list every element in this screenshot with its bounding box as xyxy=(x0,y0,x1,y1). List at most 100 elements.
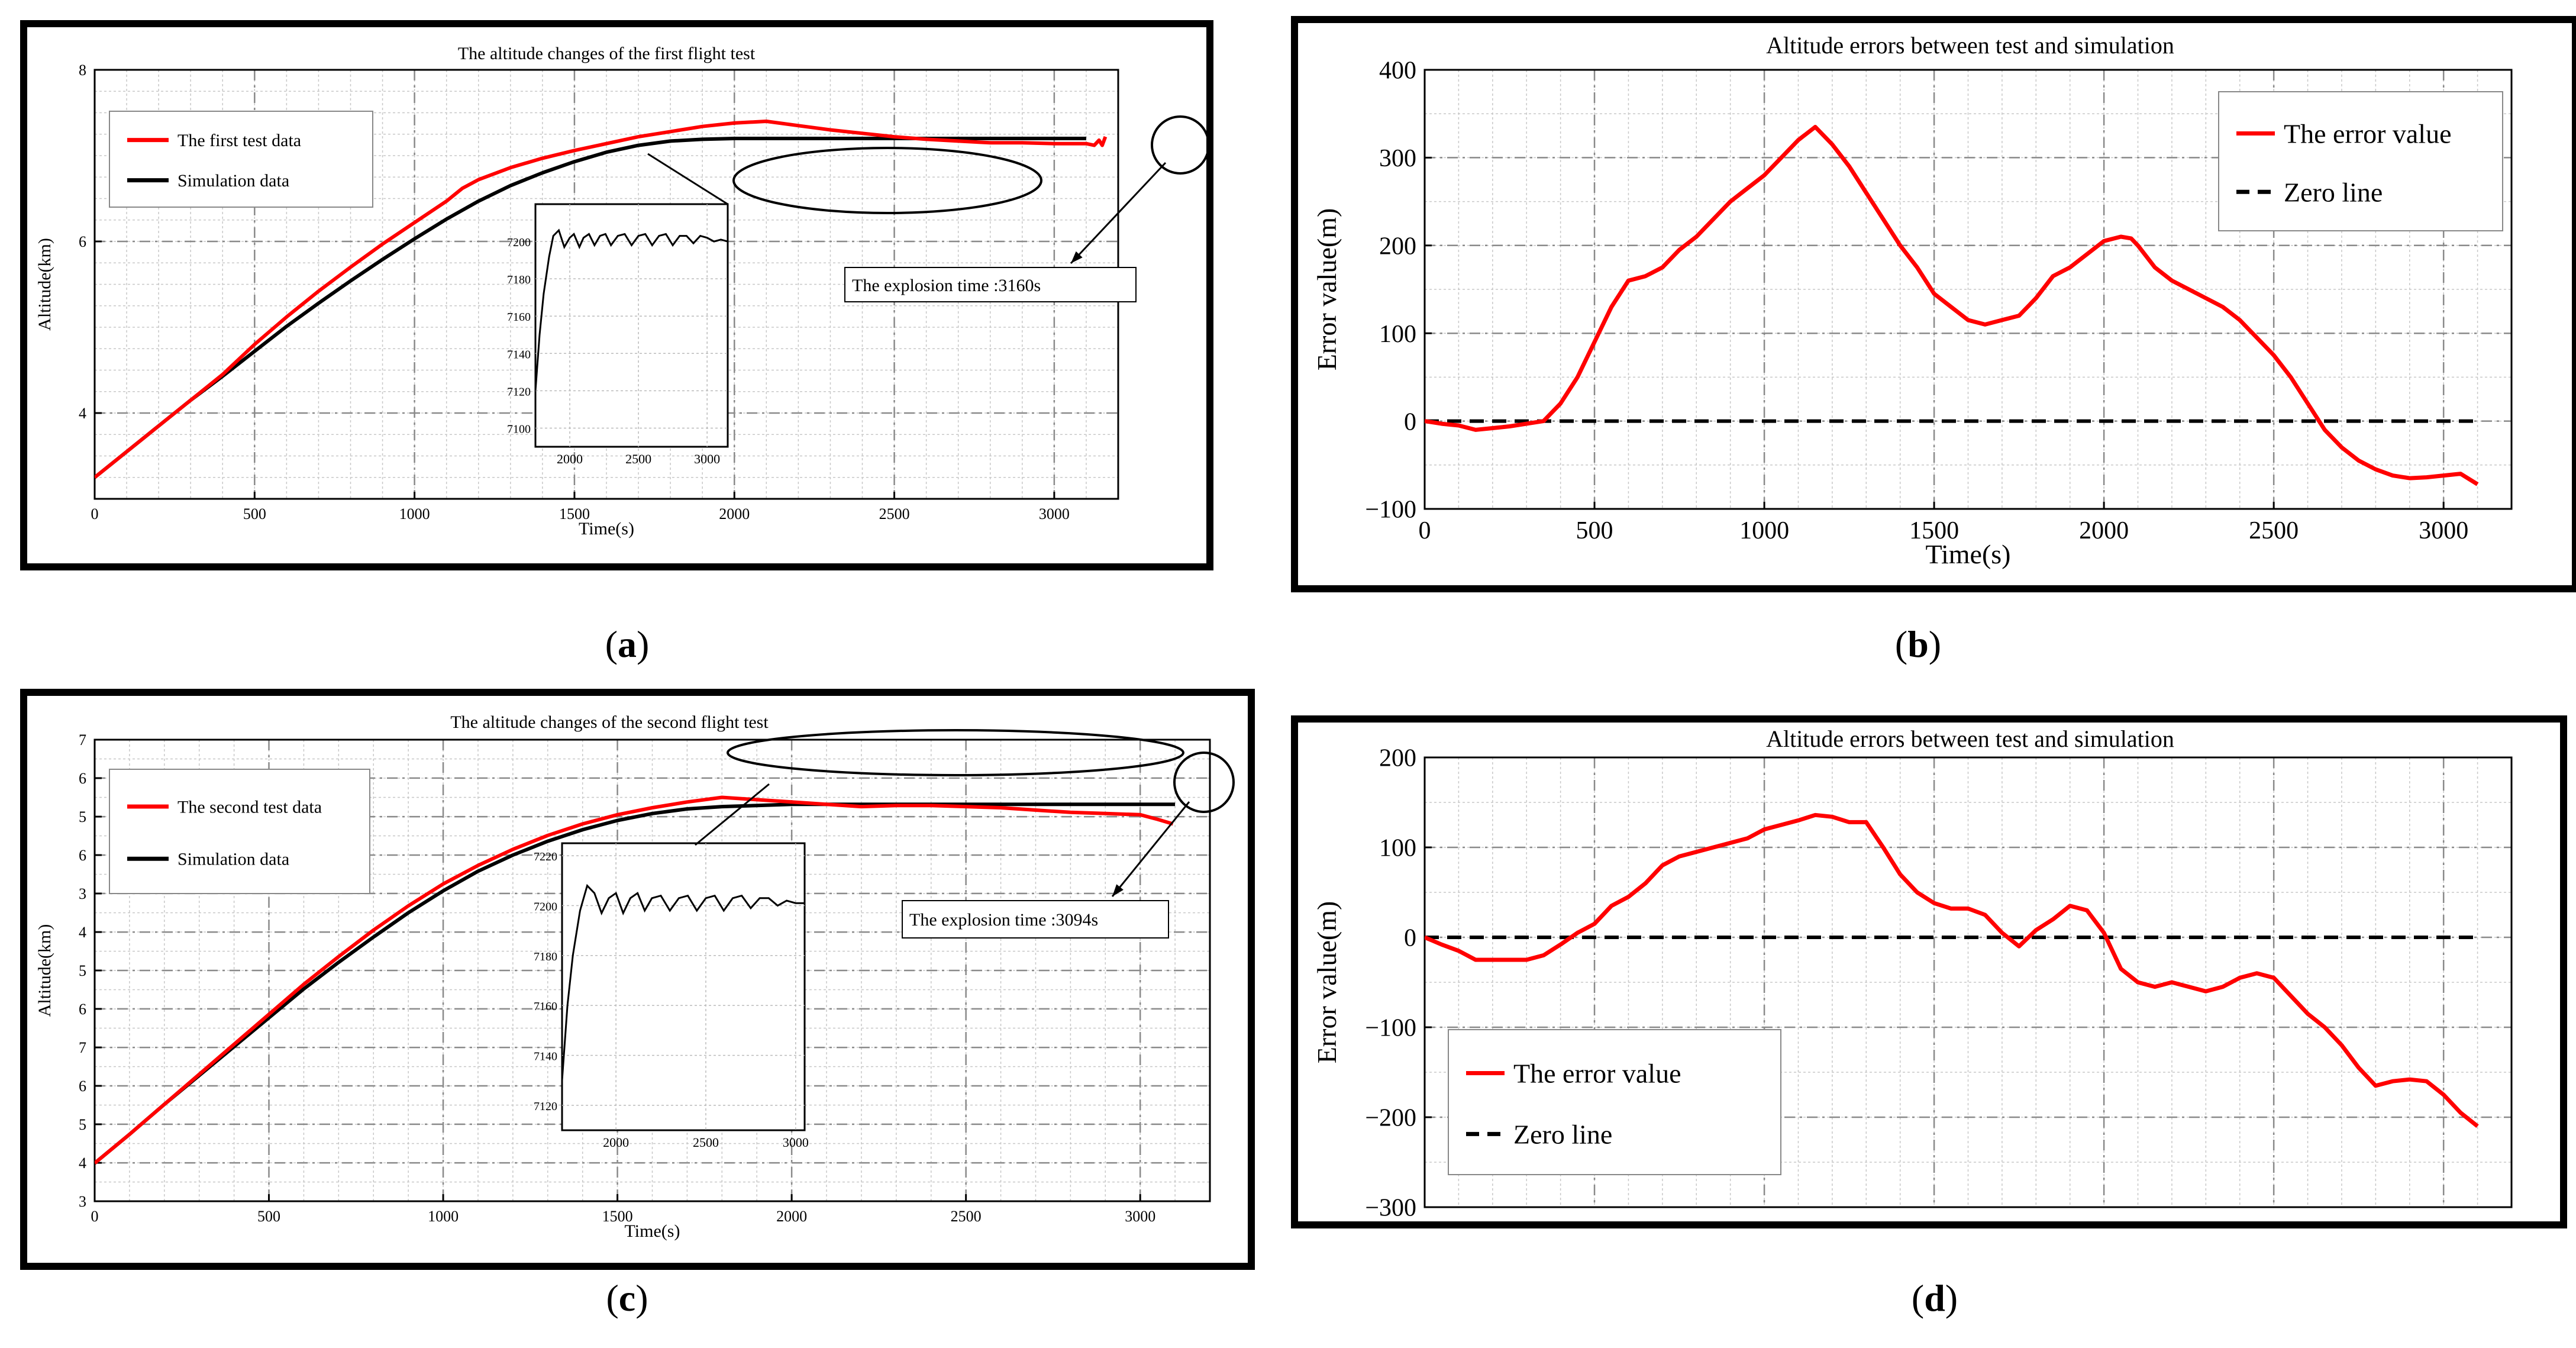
y-tick-label: 200 xyxy=(1379,233,1416,260)
x-tick-label: 500 xyxy=(257,1208,280,1225)
legend-box xyxy=(2218,91,2503,231)
legend-box xyxy=(109,111,373,208)
y-tick-label: 400 xyxy=(1379,57,1416,85)
x-tick-label: 2500 xyxy=(2249,517,2299,544)
y-tick-label: 5 xyxy=(79,808,86,825)
x-tick-label: 3000 xyxy=(1039,505,1070,523)
x-tick-label: 1000 xyxy=(428,1208,459,1225)
legend-box xyxy=(109,769,370,894)
explosion-arrow-head xyxy=(1071,251,1083,263)
series-group xyxy=(1425,812,2479,1128)
y-tick-label: −300 xyxy=(1365,1195,1416,1222)
series-line-the-error-value xyxy=(1425,812,2479,1128)
chart-panel-a: 0 500 1000 1500 2000 2500 3000 4 6 8 The altitude … xyxy=(20,20,1213,570)
inset-x-tick-label: 3000 xyxy=(694,452,720,466)
x-tick-label: 3000 xyxy=(2419,517,2468,544)
inset-grid xyxy=(562,843,805,1130)
y-tick-label: 6 xyxy=(79,233,86,250)
x-tick-label: 500 xyxy=(1576,517,1613,544)
panel-label-close: ) xyxy=(1929,623,1941,665)
panel-label-close: ) xyxy=(637,623,649,665)
inset-chart: 2000 2500 3000 7100 7120 7140 7160 7180 7200 xyxy=(507,203,729,466)
x-tick-label: 0 xyxy=(1419,517,1431,544)
y-tick-label: 6 xyxy=(79,847,86,864)
inset-x-tick-label: 2500 xyxy=(693,1135,719,1150)
y-tick-label: 5 xyxy=(79,962,86,979)
x-tick-label: 0 xyxy=(91,1208,99,1225)
legend-box xyxy=(1448,1029,1781,1175)
y-tick-label: 100 xyxy=(1379,835,1416,862)
series-line-the-second-test-data xyxy=(95,795,1174,1165)
y-axis-label: Altitude(km) xyxy=(35,238,54,331)
tick-labels: 0 500 1000 1500 2000 2500 3000 3 4 5 6 7 6 5 4 3 6 5 6 7 xyxy=(79,731,1155,1225)
zoom-arrow xyxy=(695,783,770,846)
inset-chart: 2000 2500 3000 7120 7140 7160 7180 7200 7220 xyxy=(534,842,809,1150)
panel-label-letter: c xyxy=(619,1277,635,1319)
chart-title: The altitude changes of the second fligh… xyxy=(450,712,769,732)
explosion-arrow-head xyxy=(1112,884,1124,896)
x-tick-label: 1000 xyxy=(1739,517,1789,544)
y-tick-label: 200 xyxy=(1379,745,1416,772)
y-axis-label: Error value(m) xyxy=(1312,901,1342,1064)
chart-title: Altitude errors between test and simulat… xyxy=(1766,725,2174,752)
y-tick-label: 0 xyxy=(1404,408,1416,436)
explosion-annotation: The explosion time :3094s xyxy=(909,910,1098,930)
inset-frame xyxy=(534,203,729,448)
inset-x-tick-label: 3000 xyxy=(783,1135,809,1150)
explosion-circle xyxy=(1151,115,1210,175)
inset-x-tick-label: 2500 xyxy=(625,452,651,466)
inset-series-line xyxy=(561,883,805,1081)
inset-grid xyxy=(535,204,728,447)
y-axis-label: Altitude(km) xyxy=(35,924,54,1017)
x-tick-label: 1500 xyxy=(602,1208,633,1225)
explosion-arrow xyxy=(1070,162,1167,265)
major-grid xyxy=(1425,757,2512,1207)
y-tick-label: 7 xyxy=(79,1039,86,1056)
series-line-the-error-value xyxy=(1425,125,2479,486)
y-tick-label: 6 xyxy=(79,1078,86,1095)
series-line-the-first-test-data xyxy=(95,120,1108,479)
inset-x-tick-label: 2000 xyxy=(603,1135,629,1150)
plot-area-border xyxy=(1423,69,2513,510)
legend-label: Simulation data xyxy=(177,171,289,191)
y-axis-label: Error value(m) xyxy=(1312,208,1342,371)
tick-labels: 0 500 1000 1500 2000 2500 3000 4 6 8 xyxy=(79,62,1070,523)
inset-y-tick-label: 7180 xyxy=(534,950,557,963)
explosion-annotation-box xyxy=(844,267,1137,302)
y-tick-label: −100 xyxy=(1365,496,1416,524)
y-tick-label: 100 xyxy=(1379,321,1416,348)
inset-y-tick-label: 7180 xyxy=(507,273,531,286)
x-axis-label: Time(s) xyxy=(625,1221,680,1241)
y-tick-label: −100 xyxy=(1365,1015,1416,1042)
tick-labels: −300 −200 −100 0 100 200 xyxy=(1365,745,1432,1222)
panel-label-open: ( xyxy=(605,623,618,665)
chart-panel-b: 0 500 1000 1500 2000 2500 3000−100010020030040… xyxy=(1291,16,2576,592)
x-tick-label: 500 xyxy=(243,505,266,523)
panel-label-close: ) xyxy=(635,1277,648,1319)
x-tick-label: 1500 xyxy=(1909,517,1959,544)
chart-panel-c: 0 500 1000 1500 2000 2500 3000 3 4 5 6 7 6 5 4 3 6 5 6 7 The… xyxy=(20,689,1255,1270)
series-group xyxy=(95,795,1176,1165)
panel-label-d: (d) xyxy=(1912,1277,1958,1319)
legend-label: The second test data xyxy=(177,798,322,817)
legend: The error value Zero line xyxy=(1448,1029,1781,1175)
panel-label-close: ) xyxy=(1945,1277,1958,1319)
zoom-ellipse xyxy=(732,147,1042,214)
panel-label-c: (c) xyxy=(606,1277,648,1319)
inset-y-tick-label: 7200 xyxy=(534,900,557,913)
inset-x-tick-label: 2000 xyxy=(557,452,583,466)
y-tick-label: −200 xyxy=(1365,1105,1416,1132)
y-tick-label: 5 xyxy=(79,1116,86,1133)
inset-y-tick-label: 7100 xyxy=(507,423,531,436)
y-tick-label: 3 xyxy=(79,885,86,902)
y-tick-label: 6 xyxy=(79,770,86,787)
panel-label-letter: d xyxy=(1924,1277,1945,1319)
panel-label-open: ( xyxy=(606,1277,618,1319)
y-tick-label: 300 xyxy=(1379,145,1416,172)
legend-label: The first test data xyxy=(177,131,301,150)
tick-labels: 0 500 1000 1500 2000 2500 3000−100010020030040… xyxy=(1365,57,2468,544)
x-tick-label: 2000 xyxy=(776,1208,807,1225)
zoom-arrow xyxy=(647,153,728,205)
panel-label-a: (a) xyxy=(605,623,650,665)
legend-label: Simulation data xyxy=(177,850,289,869)
